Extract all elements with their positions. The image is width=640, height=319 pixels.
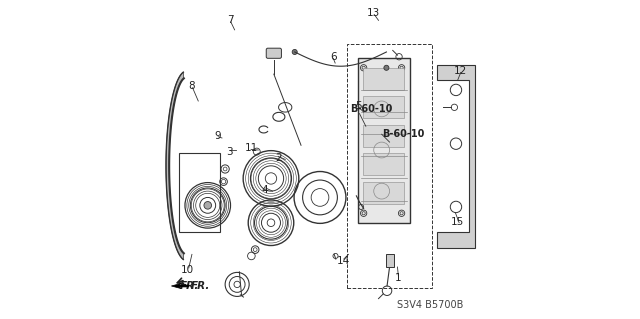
Text: S3V4 B5700B: S3V4 B5700B [397,300,464,310]
Text: 8: 8 [189,81,195,91]
Text: 9: 9 [214,131,221,141]
Bar [179,153,220,232]
Text: 11: 11 [244,144,258,153]
Circle shape [204,202,212,209]
Text: B-60-10: B-60-10 [381,129,424,139]
Text: 3: 3 [227,147,233,157]
FancyBboxPatch shape [266,48,282,58]
Text: FR.: FR. [180,281,200,291]
Text: 6: 6 [330,52,337,62]
Text: 7: 7 [227,15,234,26]
Polygon shape [166,72,184,260]
Text: 4: 4 [261,184,268,195]
Text: 1: 1 [395,273,402,283]
Circle shape [292,49,297,55]
Text: 2: 2 [275,153,282,163]
Text: 14: 14 [337,256,350,266]
Polygon shape [437,65,475,248]
Bar [363,68,404,90]
Text: B-60-10: B-60-10 [350,104,392,114]
Bar [358,58,410,223]
Bar [363,96,404,118]
Bar [387,254,394,267]
Bar [347,44,432,287]
Text: 15: 15 [451,217,464,227]
Bar [363,153,404,175]
Bar [363,125,404,147]
Bar [363,182,404,204]
Polygon shape [172,284,189,288]
Text: 12: 12 [454,66,467,76]
Circle shape [384,65,389,70]
Text: FR.: FR. [191,281,211,291]
Text: 13: 13 [367,8,380,19]
Text: 5: 5 [356,101,362,111]
Text: 10: 10 [181,264,195,275]
